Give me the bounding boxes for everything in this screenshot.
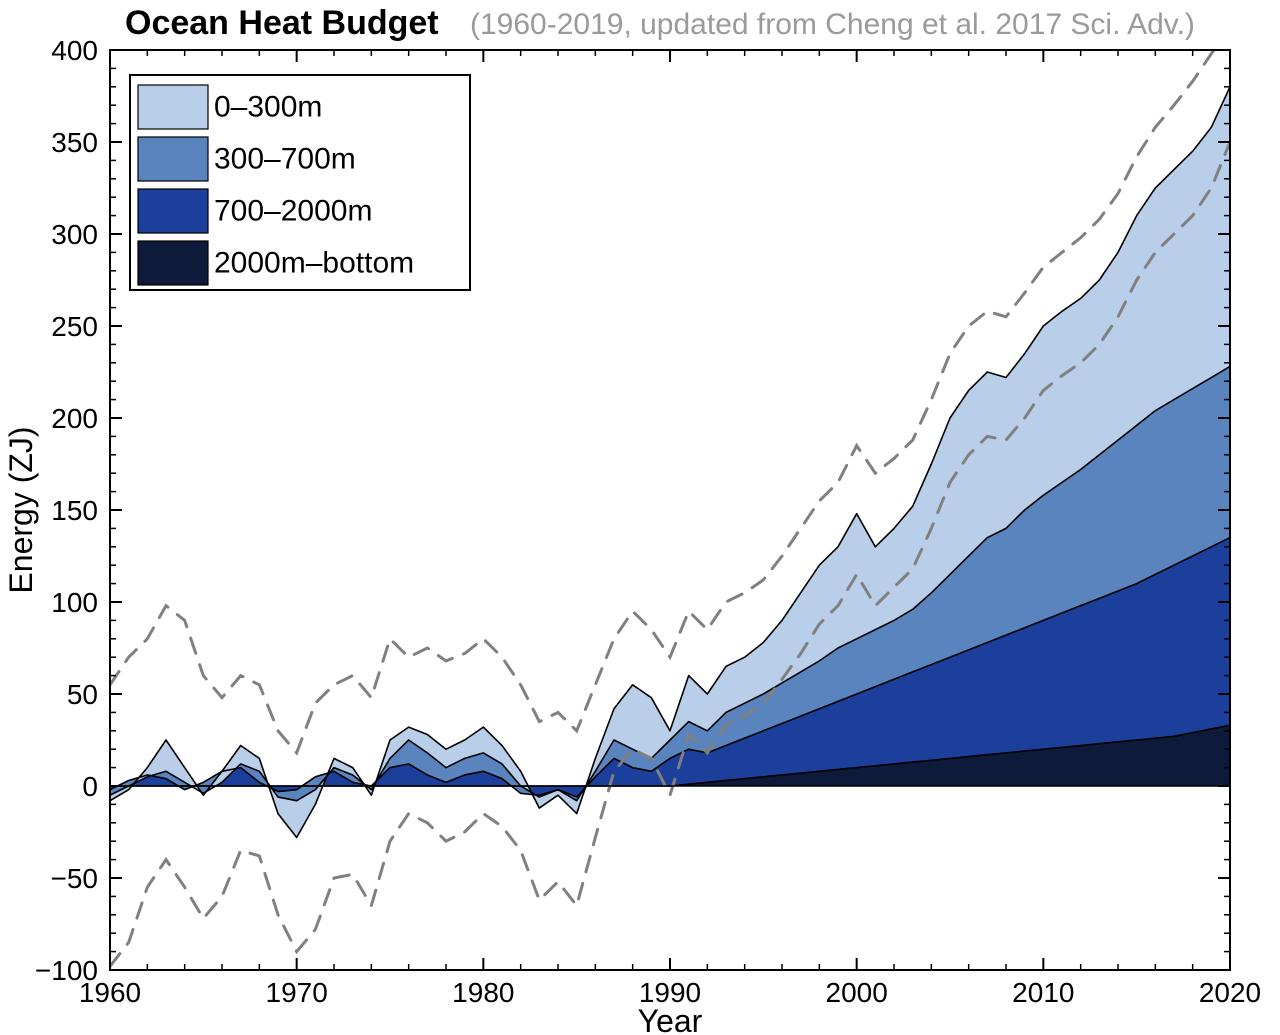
chart-container: Ocean Heat Budget (1960-2019, updated fr… <box>0 0 1280 1035</box>
legend-label: 0–300m <box>214 91 322 124</box>
ytick-label: 350 <box>51 127 98 158</box>
legend-swatch <box>138 137 208 181</box>
ocean-heat-budget-chart: Ocean Heat Budget (1960-2019, updated fr… <box>0 0 1280 1035</box>
x-axis-label: Year <box>638 1003 703 1035</box>
xtick-label: 1980 <box>452 977 514 1008</box>
xtick-label: 2010 <box>1012 977 1074 1008</box>
xtick-label: 2000 <box>826 977 888 1008</box>
legend-swatch <box>138 241 208 285</box>
legend-swatch <box>138 85 208 129</box>
ytick-label: 300 <box>51 219 98 250</box>
ytick-label: 200 <box>51 403 98 434</box>
ytick-label: 0 <box>82 771 98 802</box>
ytick-label: 100 <box>51 587 98 618</box>
ytick-label: 150 <box>51 495 98 526</box>
xtick-label: 1970 <box>266 977 328 1008</box>
ytick-label: −50 <box>51 863 99 894</box>
ytick-label: 400 <box>51 35 98 66</box>
ytick-label: −100 <box>35 955 98 986</box>
legend-label: 700–2000m <box>214 195 372 228</box>
legend: 0–300m 300–700m 700–2000m 2000m–bottom <box>130 75 470 290</box>
legend-label: 300–700m <box>214 143 356 176</box>
legend-label: 2000m–bottom <box>214 247 414 280</box>
ytick-label: 250 <box>51 311 98 342</box>
title-main: Ocean Heat Budget <box>125 4 439 42</box>
xtick-label: 2020 <box>1199 977 1261 1008</box>
legend-swatch <box>138 189 208 233</box>
y-axis-label: Energy (ZJ) <box>3 426 39 593</box>
ytick-label: 50 <box>67 679 98 710</box>
title-sub: (1960-2019, updated from Cheng et al. 20… <box>470 8 1195 41</box>
chart-title: Ocean Heat Budget (1960-2019, updated fr… <box>125 4 1195 42</box>
